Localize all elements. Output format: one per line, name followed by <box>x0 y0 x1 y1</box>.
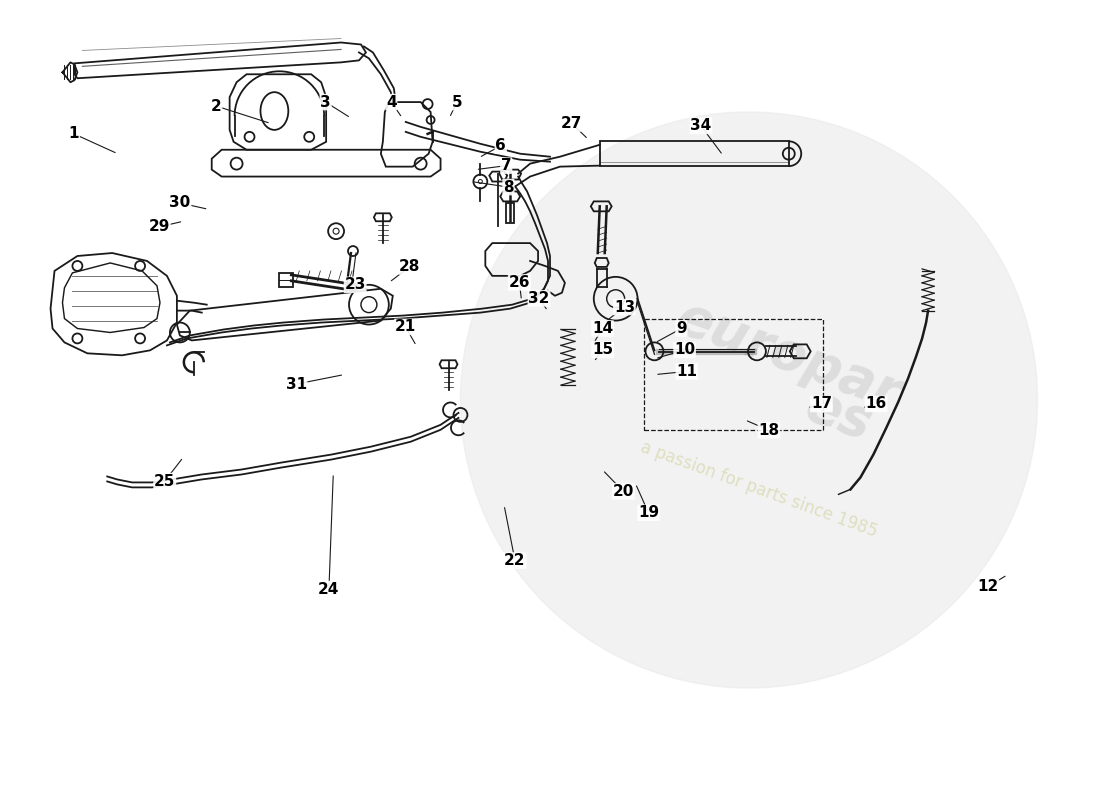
Text: 4: 4 <box>386 94 397 110</box>
Text: 17: 17 <box>811 397 832 411</box>
Text: 10: 10 <box>674 342 695 358</box>
Text: 16: 16 <box>866 397 887 411</box>
Text: 22: 22 <box>504 553 526 568</box>
Text: 9: 9 <box>676 321 686 336</box>
Text: 15: 15 <box>592 342 613 358</box>
Text: es: es <box>799 379 879 451</box>
Circle shape <box>461 112 1037 688</box>
Text: 14: 14 <box>592 321 613 336</box>
Bar <box>279 273 294 286</box>
Text: 11: 11 <box>676 364 697 379</box>
Text: 1: 1 <box>68 126 79 142</box>
Text: 27: 27 <box>561 116 583 131</box>
Text: 20: 20 <box>613 484 634 499</box>
Bar <box>644 318 823 430</box>
Text: 6: 6 <box>495 138 506 154</box>
Text: 23: 23 <box>344 278 366 292</box>
Text: a passion for parts since 1985: a passion for parts since 1985 <box>638 438 880 541</box>
Text: 18: 18 <box>758 422 780 438</box>
Text: 8: 8 <box>503 179 514 194</box>
Text: 5: 5 <box>452 94 462 110</box>
Text: 29: 29 <box>148 219 170 234</box>
Text: 34: 34 <box>691 118 712 134</box>
Text: 31: 31 <box>286 377 307 392</box>
Text: 30: 30 <box>169 195 190 210</box>
Text: 19: 19 <box>638 506 659 520</box>
Text: 26: 26 <box>508 275 530 290</box>
Text: 2: 2 <box>211 98 221 114</box>
Text: 13: 13 <box>614 299 635 314</box>
Text: 25: 25 <box>154 474 175 489</box>
Text: 24: 24 <box>318 582 340 597</box>
Text: 3: 3 <box>320 94 331 110</box>
Text: 21: 21 <box>395 319 416 334</box>
Bar <box>600 141 789 166</box>
Text: 7: 7 <box>500 158 512 173</box>
Text: 32: 32 <box>528 291 550 306</box>
Text: 12: 12 <box>977 579 999 594</box>
Text: europar: europar <box>670 290 908 420</box>
Text: 28: 28 <box>399 259 420 274</box>
